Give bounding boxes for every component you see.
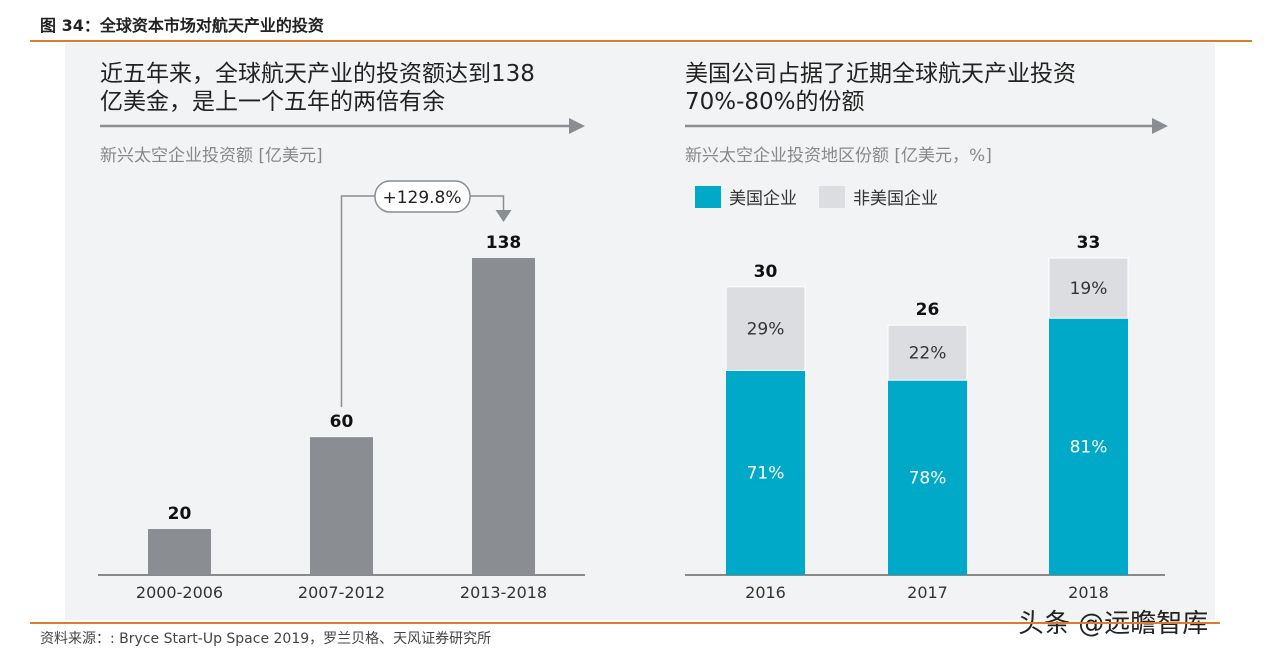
- annotation-arrow-head: [495, 210, 512, 222]
- left-chart-ylabel: 新兴太空企业投资额 [亿美元]: [100, 146, 323, 166]
- legend: 美国企业 非美国企业: [695, 184, 938, 209]
- segment-label: 22%: [909, 344, 947, 364]
- segment-label: 19%: [1070, 279, 1108, 299]
- x-tick-label: 2007-2012: [298, 583, 385, 602]
- x-tick-label: 2013-2018: [460, 583, 547, 602]
- x-tick-label: 2000-2006: [136, 583, 223, 602]
- annotation-label: +129.8%: [382, 188, 461, 208]
- bottom-rule: [30, 622, 1220, 624]
- x-tick-label: 2018: [1068, 583, 1109, 602]
- legend-swatch-non-us: [819, 185, 845, 208]
- chart-panel: [65, 43, 1215, 620]
- right-chart-title: 美国公司占据了近期全球航天产业投资 70%-80%的份额: [685, 60, 1076, 116]
- bar-2007-2012: [310, 437, 373, 575]
- annotation-bracket: [340, 195, 375, 408]
- bar-non-us-2016: [725, 286, 806, 371]
- annotation-bubble: [374, 180, 471, 213]
- legend-label-us: 美国企业: [729, 189, 797, 209]
- title-line: 美国公司占据了近期全球航天产业投资: [685, 61, 1076, 87]
- total-label: 30: [754, 262, 778, 282]
- value-label: 60: [330, 412, 354, 432]
- legend-swatch-us: [695, 185, 721, 208]
- annotation-bracket: [470, 195, 505, 212]
- value-label: 138: [486, 233, 522, 253]
- segment-label: 71%: [747, 464, 785, 484]
- total-label: 26: [916, 300, 940, 320]
- watermark: 头条 @远瞻智库: [1018, 609, 1209, 639]
- top-rule: [30, 40, 1252, 42]
- left-chart-title: 近五年来，全球航天产业的投资额达到138 亿美金，是上一个五年的两倍有余: [100, 60, 535, 116]
- right-chart-ylabel: 新兴太空企业投资地区份额 [亿美元，%]: [685, 146, 992, 166]
- segment-label: 78%: [909, 469, 947, 489]
- bar-us-2018: [1049, 318, 1128, 575]
- segment-label: 29%: [747, 320, 785, 340]
- bar-us-2017: [888, 380, 967, 575]
- title-line: 70%-80%的份额: [685, 89, 865, 115]
- title-line: 亿美金，是上一个五年的两倍有余: [100, 89, 445, 115]
- bar-2000-2006: [148, 529, 211, 575]
- title-arrow-head: [1152, 118, 1168, 134]
- bar-us-2016: [726, 370, 805, 575]
- title-line: 近五年来，全球航天产业的投资额达到138: [100, 61, 535, 87]
- bar-2013-2018: [472, 258, 535, 575]
- value-label: 20: [168, 504, 192, 524]
- bar-non-us-2017: [887, 324, 968, 381]
- x-tick-label: 2017: [907, 583, 948, 602]
- legend-label-non-us: 非美国企业: [853, 189, 938, 209]
- bar-non-us-2018: [1048, 257, 1129, 319]
- source-note: 资料来源：: Bryce Start-Up Space 2019，罗兰贝格、天风…: [40, 631, 492, 647]
- segment-label: 81%: [1070, 438, 1108, 458]
- figure-title: 图 34：全球资本市场对航天产业的投资: [40, 16, 324, 35]
- title-arrow-head: [569, 118, 585, 134]
- total-label: 33: [1077, 233, 1101, 253]
- x-tick-label: 2016: [745, 583, 786, 602]
